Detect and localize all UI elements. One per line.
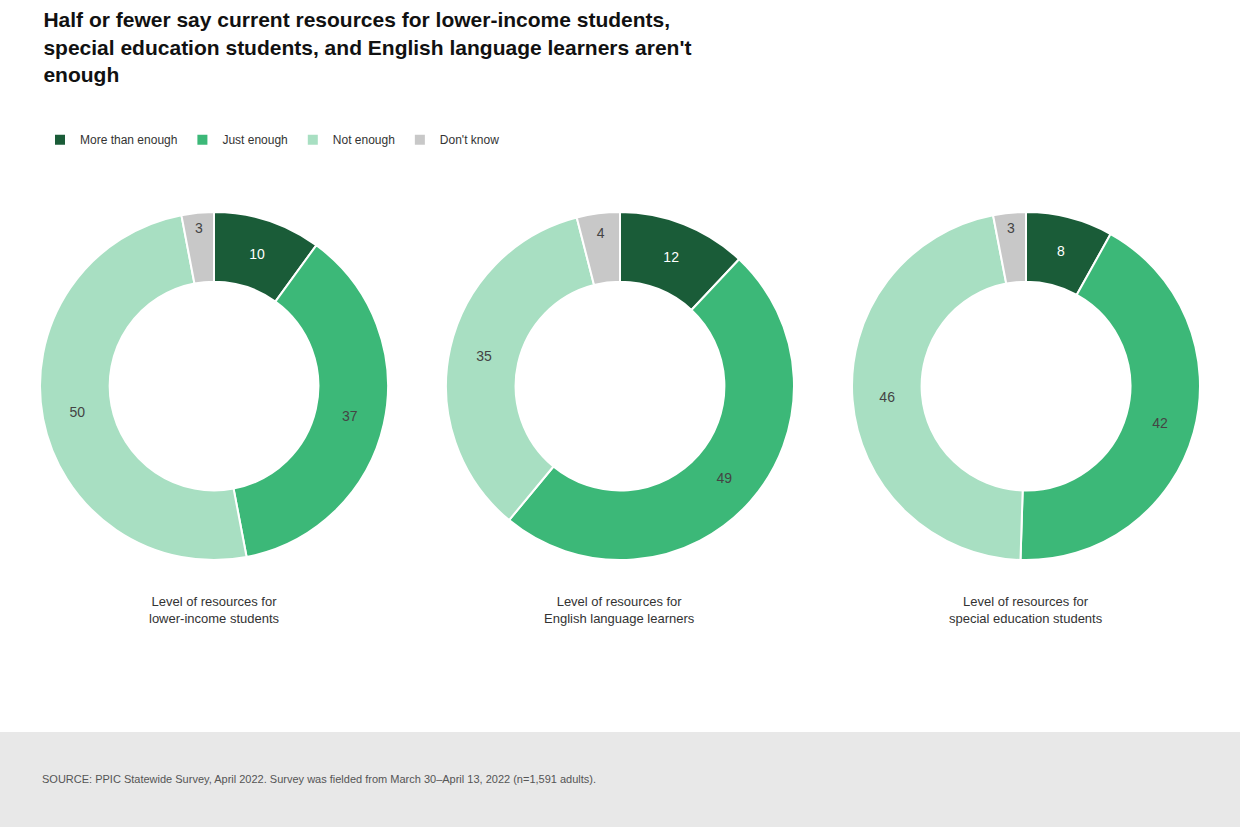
svg-text:Don't know: Don't know [440,133,499,147]
svg-text:42: 42 [1152,415,1168,431]
svg-text:Level of resources forEnglish: Level of resources forEnglish language l… [544,594,695,626]
svg-text:3: 3 [195,220,203,236]
svg-text:Just enough: Just enough [222,133,287,147]
svg-text:12: 12 [663,249,679,265]
svg-text:Not enough: Not enough [333,133,395,147]
svg-text:SOURCE: PPIC Statewide Survey,: SOURCE: PPIC Statewide Survey, April 202… [42,773,596,785]
svg-text:49: 49 [717,470,733,486]
svg-text:8: 8 [1057,243,1065,259]
svg-text:More than enough: More than enough [80,133,177,147]
svg-text:37: 37 [342,408,358,424]
svg-text:46: 46 [879,389,895,405]
svg-text:4: 4 [597,225,605,241]
svg-text:10: 10 [249,246,265,262]
svg-text:3: 3 [1007,220,1015,236]
svg-text:Level of resources forlower-in: Level of resources forlower-income stude… [149,594,280,626]
svg-text:35: 35 [476,348,492,364]
svg-text:50: 50 [69,404,85,420]
svg-text:Level of resources forspecial: Level of resources forspecial education … [949,594,1103,626]
svg-text:Half or fewer say current reso: Half or fewer say current resources for … [43,8,691,86]
